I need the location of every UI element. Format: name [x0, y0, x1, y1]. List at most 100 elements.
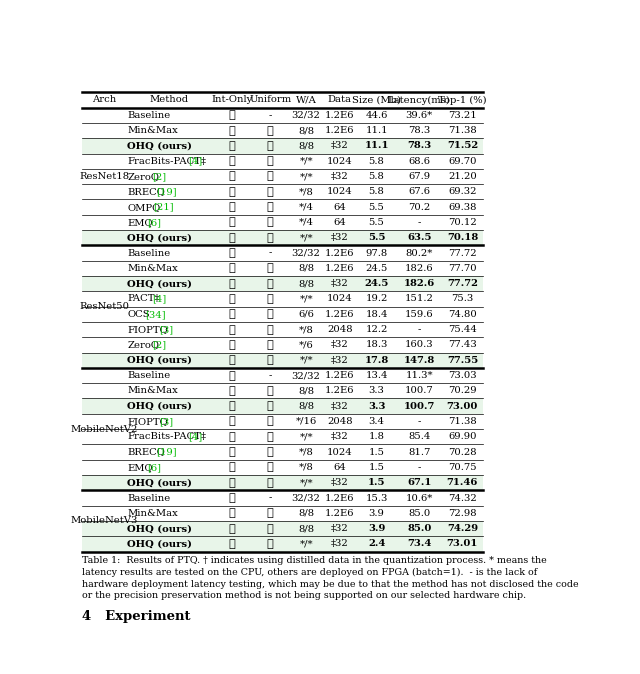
Text: */8: */8 — [299, 325, 314, 334]
Text: ‡32: ‡32 — [331, 356, 349, 365]
Text: ✓: ✓ — [267, 508, 274, 518]
Text: 74.32: 74.32 — [448, 493, 477, 503]
Text: 64: 64 — [333, 218, 346, 227]
Text: 18.3: 18.3 — [365, 340, 388, 349]
Text: Method: Method — [150, 96, 189, 104]
Bar — [83, 475, 483, 491]
Text: 70.75: 70.75 — [448, 463, 477, 472]
Text: */6: */6 — [299, 340, 314, 349]
Text: 77.70: 77.70 — [448, 264, 477, 273]
Text: 18.4: 18.4 — [365, 310, 388, 319]
Text: BRECQ: BRECQ — [127, 448, 165, 456]
Text: ‡32: ‡32 — [331, 432, 349, 441]
Text: Data: Data — [328, 96, 352, 104]
Text: ✓: ✓ — [267, 386, 274, 396]
Text: 77.55: 77.55 — [447, 356, 478, 365]
Text: ‡32: ‡32 — [331, 402, 349, 410]
Text: ✗: ✗ — [228, 264, 236, 274]
Text: 8/8: 8/8 — [298, 264, 314, 273]
Text: 15.3: 15.3 — [365, 493, 388, 503]
Text: */*: */* — [300, 156, 313, 166]
Text: ✗: ✗ — [228, 371, 236, 381]
Text: [4]: [4] — [152, 295, 166, 303]
Text: ✗: ✗ — [228, 111, 236, 120]
Text: ✓: ✓ — [228, 447, 236, 457]
Text: ✓: ✓ — [228, 539, 236, 549]
Text: 68.6: 68.6 — [408, 156, 430, 166]
Text: ✓: ✓ — [228, 524, 236, 534]
Text: ‡32: ‡32 — [331, 524, 349, 533]
Text: 97.8: 97.8 — [365, 249, 388, 257]
Bar — [83, 353, 483, 368]
Text: */*: */* — [300, 172, 313, 181]
Text: */*: */* — [300, 539, 313, 549]
Text: ✗: ✗ — [228, 248, 236, 258]
Text: ✓: ✓ — [228, 187, 236, 197]
Text: 24.5: 24.5 — [364, 279, 388, 288]
Text: ✓: ✓ — [267, 478, 274, 488]
Text: ✓: ✓ — [228, 202, 236, 212]
Text: ResNet18: ResNet18 — [79, 172, 129, 181]
Text: 151.2: 151.2 — [405, 295, 434, 303]
Text: [2]: [2] — [152, 172, 166, 181]
Text: -: - — [417, 463, 421, 472]
Text: 77.72: 77.72 — [448, 249, 477, 257]
Bar — [83, 521, 483, 537]
Text: 182.6: 182.6 — [404, 279, 435, 288]
Text: Top-1 (%): Top-1 (%) — [438, 96, 487, 104]
Text: 8/8: 8/8 — [298, 386, 314, 396]
Text: ✗: ✗ — [228, 156, 236, 166]
Text: */*: */* — [300, 295, 313, 303]
Text: 71.38: 71.38 — [448, 417, 477, 426]
Text: 69.70: 69.70 — [448, 156, 477, 166]
Text: 10.6*: 10.6* — [406, 493, 433, 503]
Text: ✓: ✓ — [228, 278, 236, 288]
Text: 85.4: 85.4 — [408, 432, 431, 441]
Text: 3.4: 3.4 — [369, 417, 385, 426]
Text: OHQ (ours): OHQ (ours) — [127, 402, 192, 410]
Text: 1.2E6: 1.2E6 — [325, 310, 355, 319]
Text: Int-Only: Int-Only — [211, 96, 253, 104]
Text: ‡32: ‡32 — [331, 172, 349, 181]
Text: 1.8: 1.8 — [369, 432, 385, 441]
Text: 72.98: 72.98 — [448, 509, 477, 518]
Text: 1.5: 1.5 — [368, 478, 385, 487]
Text: Baseline: Baseline — [127, 493, 170, 503]
Text: ‡32: ‡32 — [331, 478, 349, 487]
Text: ✓: ✓ — [228, 309, 236, 319]
Text: ✗: ✗ — [228, 508, 236, 518]
Text: 85.0: 85.0 — [407, 524, 431, 533]
Text: ✓: ✓ — [267, 524, 274, 534]
Text: [19]: [19] — [156, 448, 177, 456]
Text: 70.2: 70.2 — [408, 203, 430, 212]
Bar — [83, 537, 483, 551]
Text: 2048: 2048 — [327, 417, 353, 426]
Text: 1.5: 1.5 — [369, 448, 385, 456]
Text: ‡32: ‡32 — [331, 142, 349, 150]
Text: ✓: ✓ — [267, 278, 274, 288]
Text: 64: 64 — [333, 203, 346, 212]
Text: 1.2E6: 1.2E6 — [325, 264, 355, 273]
Text: ✓: ✓ — [228, 432, 236, 441]
Text: 70.29: 70.29 — [448, 386, 477, 396]
Text: 70.18: 70.18 — [447, 233, 478, 242]
Text: ✓: ✓ — [267, 202, 274, 212]
Text: 73.21: 73.21 — [448, 111, 477, 120]
Text: -: - — [269, 111, 272, 120]
Text: 8/8: 8/8 — [298, 142, 314, 150]
Text: 81.7: 81.7 — [408, 448, 431, 456]
Text: [6]: [6] — [147, 218, 161, 227]
Text: 11.1: 11.1 — [365, 126, 388, 135]
Text: 13.4: 13.4 — [365, 371, 388, 380]
Text: 1.2E6: 1.2E6 — [325, 126, 355, 135]
Text: 1.2E6: 1.2E6 — [325, 249, 355, 257]
Text: ✓: ✓ — [267, 187, 274, 197]
Text: 71.38: 71.38 — [448, 126, 477, 135]
Text: 2.4: 2.4 — [368, 539, 385, 549]
Text: 5.5: 5.5 — [369, 203, 385, 212]
Text: 73.4: 73.4 — [407, 539, 431, 549]
Text: ✗: ✗ — [228, 294, 236, 304]
Text: ✗: ✗ — [228, 125, 236, 135]
Text: 73.01: 73.01 — [447, 539, 478, 549]
Text: 1024: 1024 — [327, 187, 353, 196]
